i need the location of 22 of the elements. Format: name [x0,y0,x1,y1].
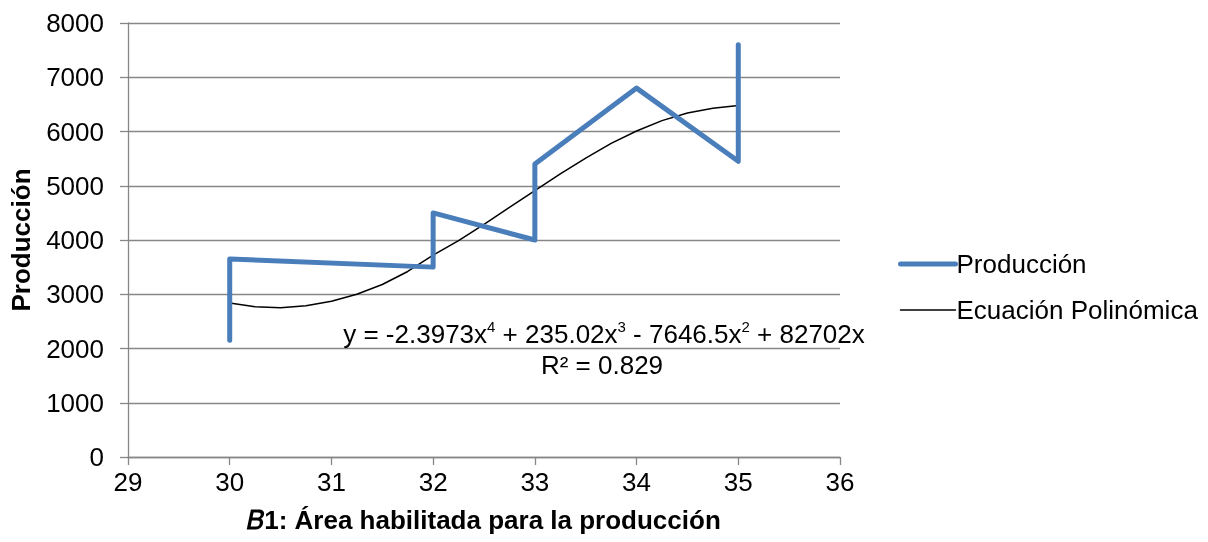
annotation: R² = 0.829 [540,350,664,380]
x-tick-label: 30 [215,467,245,497]
y-tick-label: 5000 [46,170,104,201]
x-tick-label: 33 [520,467,550,497]
x-axis-title: 𝐵1: Área habilitada para la producción [246,505,721,535]
y-tick-label: 8000 [46,8,104,38]
y-axis-title: Producción [6,168,36,312]
y-tick-label: 6000 [46,116,104,147]
x-tick-label: 36 [825,467,855,497]
y-tick-label: 0 [89,442,104,472]
x-tick-label: 32 [418,467,448,497]
x-tick-label: 34 [622,467,652,497]
legend-label: Ecuación Polinómica [956,295,1199,325]
y-tick-label: 4000 [46,225,104,255]
x-tick-label: 29 [113,467,143,497]
y-tick-label: 1000 [46,387,104,418]
y-tick-label: 2000 [46,333,104,364]
y-tick-label: 7000 [46,62,104,93]
x-tick-label: 31 [316,467,346,497]
x-tick-label: 35 [723,467,753,497]
legend-label: Producción [956,249,1087,279]
y-tick-label: 3000 [46,279,104,310]
